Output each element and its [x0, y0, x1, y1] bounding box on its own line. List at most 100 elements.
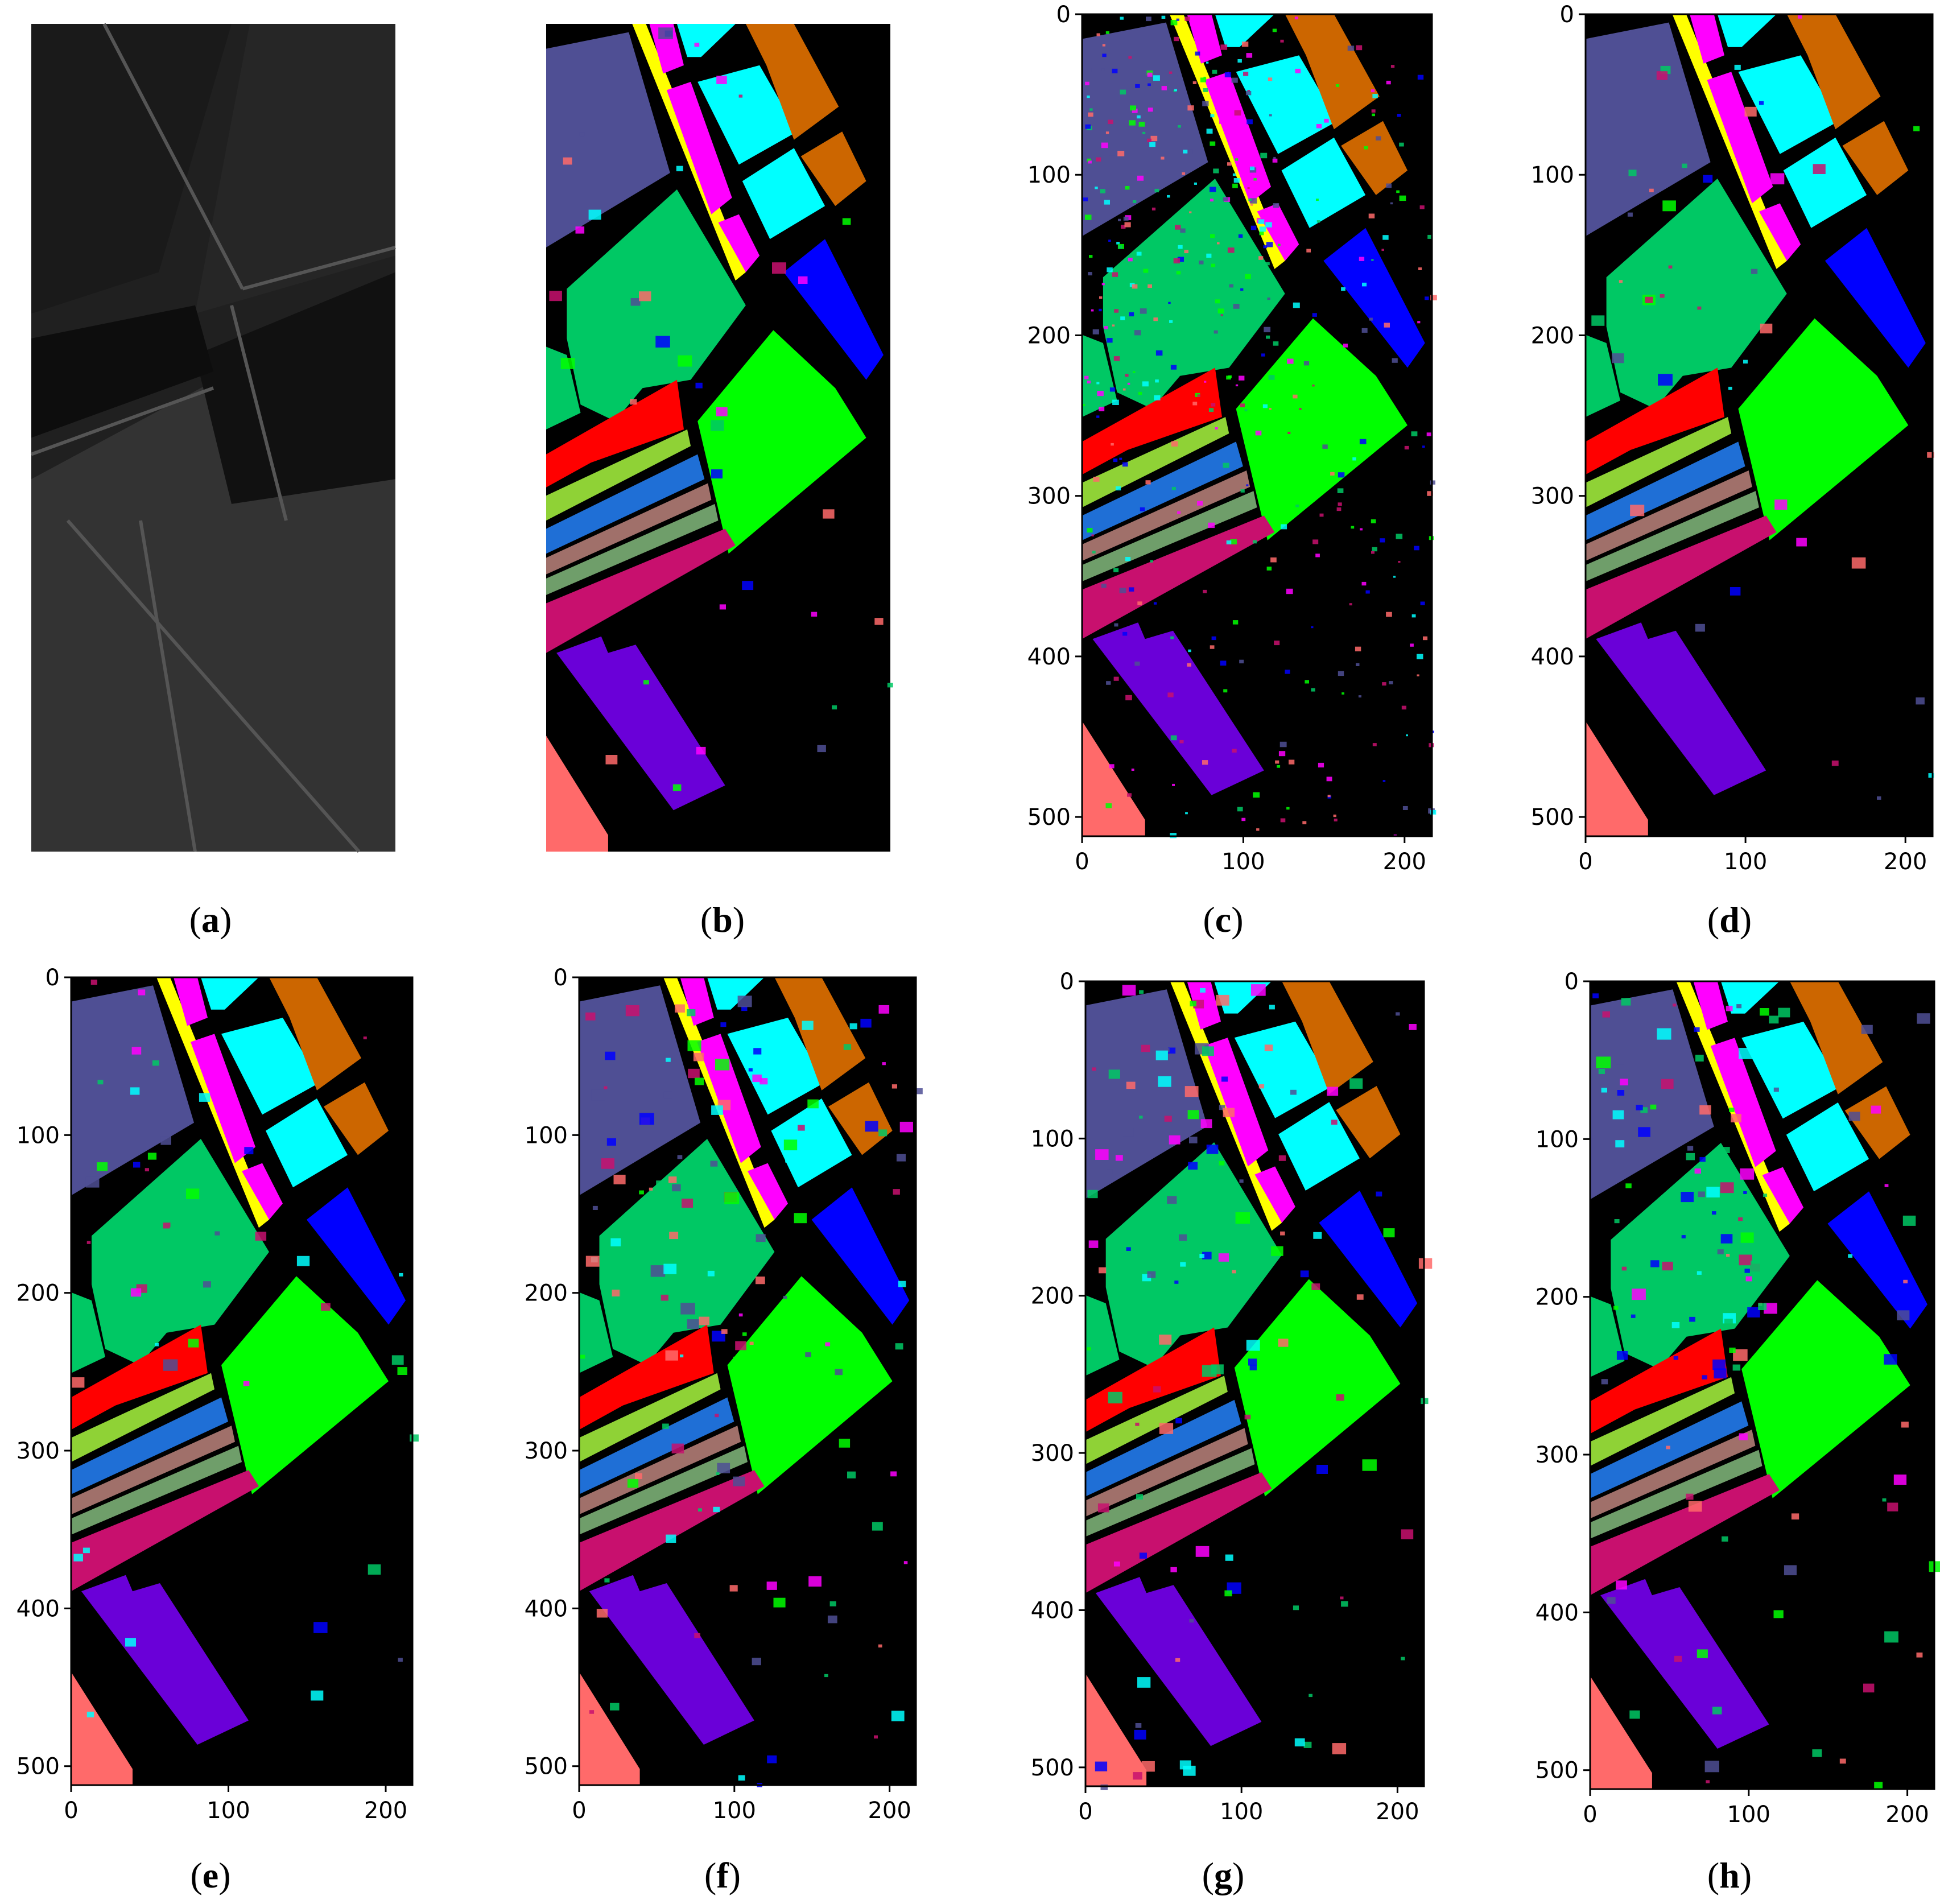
panel-h: 0 100 200 300 400 500 0 100 200: [1536, 969, 1940, 1828]
misclassified-pixel: [625, 1005, 639, 1017]
misclassified-pixel: [1774, 499, 1788, 510]
class-region-green: [1586, 334, 1620, 417]
y-tick-label: 500: [1031, 1755, 1074, 1781]
class-region-steel_blue: [71, 1397, 228, 1494]
class-region-magenta: [718, 214, 760, 272]
misclassified-pixel: [1277, 765, 1281, 768]
misclassified-pixel: [1275, 760, 1279, 764]
misclassified-pixel: [1271, 1246, 1283, 1256]
misclassified-pixel: [1839, 1758, 1846, 1764]
misclassified-pixel: [596, 1609, 608, 1618]
misclassified-pixel: [1113, 356, 1120, 361]
class-region-green: [579, 1292, 613, 1373]
misclassified-pixel: [1592, 993, 1599, 998]
misclassified-pixel: [1148, 108, 1153, 112]
misclassified-pixel: [585, 1012, 596, 1021]
class-region-red: [1590, 1328, 1728, 1434]
y-tick-label: 400: [16, 1596, 60, 1622]
misclassified-pixel: [147, 1153, 157, 1160]
misclassified-pixel: [1245, 274, 1251, 279]
misclassified-pixel: [1187, 663, 1191, 667]
misclassified-pixel: [1274, 641, 1280, 646]
x-tick-label: 200: [1376, 1799, 1419, 1825]
field-boundary: [102, 23, 244, 290]
misclassified-pixel: [1410, 643, 1414, 647]
misclassified-pixel: [1223, 1108, 1235, 1117]
misclassified-pixel: [1338, 472, 1345, 478]
misclassified-pixel: [1751, 269, 1758, 274]
misclassified-pixel: [1202, 101, 1209, 106]
misclassified-pixel: [1260, 152, 1268, 159]
misclassified-pixel: [1631, 1314, 1636, 1318]
misclassified-pixel: [721, 1329, 728, 1334]
misclassified-pixel: [1123, 1128, 1134, 1137]
misclassified-pixel: [391, 1355, 404, 1365]
misclassified-pixel: [1742, 1287, 1752, 1296]
class-region-purple: [556, 636, 725, 811]
misclassified-pixel: [738, 1313, 743, 1317]
class-region-olive: [546, 429, 691, 521]
misclassified-pixel: [741, 1006, 748, 1011]
misclassified-pixel: [1645, 296, 1653, 303]
misclassified-pixel: [1302, 821, 1307, 824]
misclassified-pixel: [694, 1633, 700, 1638]
class-region-lime: [1236, 318, 1407, 540]
caption-letter: e: [202, 1855, 219, 1895]
misclassified-pixel: [1871, 1105, 1881, 1114]
class-region-red: [1085, 1327, 1221, 1432]
misclassified-pixel: [1773, 1087, 1779, 1092]
misclassified-pixel: [1099, 308, 1102, 312]
misclassified-pixel: [1091, 766, 1095, 770]
misclassified-pixel: [1791, 1513, 1799, 1520]
misclassified-pixel: [1217, 242, 1220, 245]
misclassified-pixel: [1203, 88, 1208, 92]
misclassified-pixel: [1665, 351, 1673, 358]
misclassified-pixel: [1778, 1007, 1790, 1018]
class-region-green: [71, 1292, 105, 1373]
panel-b: [546, 24, 893, 852]
misclassified-pixel: [843, 1044, 852, 1050]
misclassified-pixel: [255, 1232, 267, 1241]
misclassified-pixel: [1175, 1658, 1180, 1662]
misclassified-pixel: [152, 1060, 159, 1066]
misclassified-pixel: [1113, 459, 1118, 462]
class-region-yellow: [1676, 981, 1790, 1232]
misclassified-pixel: [1189, 211, 1192, 213]
misclassified-pixel: [1127, 382, 1130, 385]
misclassified-pixel: [1362, 282, 1367, 287]
misclassified-pixel: [1694, 1168, 1701, 1174]
misclassified-pixel: [1233, 178, 1240, 183]
y-tick-label: 200: [1536, 1285, 1579, 1311]
panel-b-image: [546, 24, 893, 852]
misclassified-pixel: [1119, 457, 1122, 460]
misclassified-pixel: [1197, 501, 1203, 506]
misclassified-pixel: [1613, 1306, 1619, 1310]
class-region-steel_blue: [1586, 441, 1745, 540]
panel-g: 0 100 200 300 400 500 0 100 200: [1031, 969, 1433, 1825]
misclassified-pixel: [1134, 330, 1141, 336]
misclassified-pixel: [630, 399, 637, 405]
misclassified-pixel: [1114, 309, 1119, 313]
misclassified-pixel: [1206, 253, 1212, 258]
misclassified-pixel: [1401, 705, 1406, 710]
misclassified-pixel: [1347, 46, 1355, 51]
misclassified-pixel: [707, 1270, 715, 1277]
misclassified-pixel: [606, 1138, 616, 1146]
misclassified-pixel: [1208, 522, 1215, 528]
misclassified-pixel: [1194, 182, 1197, 185]
misclassified-pixel: [887, 683, 893, 688]
misclassified-pixel: [1085, 124, 1091, 129]
misclassified-pixel: [71, 1377, 85, 1388]
misclassified-pixel: [1417, 654, 1423, 659]
misclassified-pixel: [296, 1255, 310, 1266]
misclassified-pixel: [1246, 484, 1249, 486]
class-region-olive: [1590, 1377, 1735, 1466]
misclassified-pixel: [1681, 1235, 1686, 1238]
misclassified-pixel: [1133, 200, 1137, 203]
misclassified-pixel: [1167, 692, 1174, 697]
misclassified-pixel: [1371, 89, 1375, 93]
misclassified-pixel: [627, 1478, 639, 1488]
misclassified-pixel: [1338, 502, 1342, 506]
misclassified-pixel: [214, 1231, 220, 1236]
